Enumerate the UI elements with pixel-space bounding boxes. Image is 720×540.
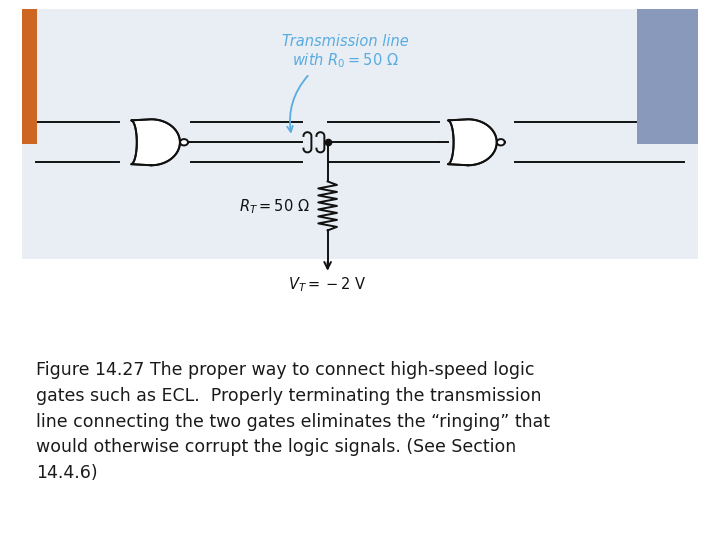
FancyBboxPatch shape: [22, 9, 698, 259]
Polygon shape: [180, 139, 188, 145]
Text: $R_T = 50\ \Omega$: $R_T = 50\ \Omega$: [239, 197, 310, 215]
Bar: [22, 9, 37, 144]
Polygon shape: [497, 139, 505, 145]
Text: Transmission line
with $R_0 = 50\ \Omega$: Transmission line with $R_0 = 50\ \Omega…: [282, 33, 409, 70]
Bar: [637, 9, 698, 144]
Polygon shape: [131, 119, 180, 165]
Text: $V_T = -2\ \mathrm{V}$: $V_T = -2\ \mathrm{V}$: [288, 276, 367, 294]
Text: Figure 14.27 The proper way to connect high-speed logic
gates such as ECL.  Prop: Figure 14.27 The proper way to connect h…: [36, 361, 550, 482]
Polygon shape: [448, 119, 497, 165]
